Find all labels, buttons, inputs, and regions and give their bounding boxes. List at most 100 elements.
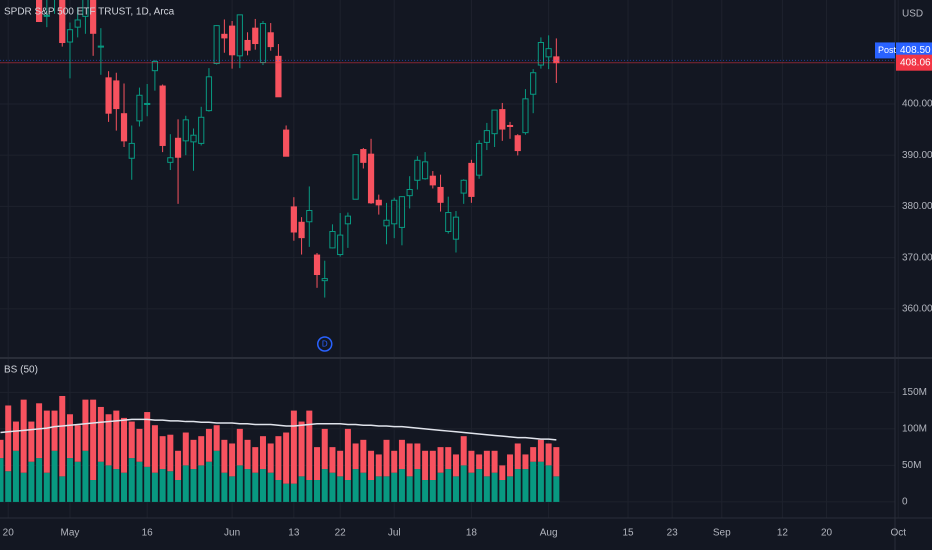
candle-body: [259, 23, 267, 63]
candle-body: [82, 0, 89, 17]
candle-body: [468, 162, 475, 197]
volume-bar: [337, 476, 344, 502]
x-tick-label: 20: [821, 528, 833, 539]
volume-bar: [290, 483, 297, 502]
volume-bar: [368, 480, 375, 502]
candle-body: [128, 142, 135, 159]
price-label: 408.50: [900, 45, 931, 56]
volume-bar: [452, 454, 459, 477]
volume-bar: [344, 428, 351, 481]
volume-bar: [74, 461, 81, 502]
volume-bar: [20, 472, 27, 502]
volume-bar: [530, 461, 537, 502]
volume-bar: [105, 414, 112, 466]
x-tick-label: 16: [142, 528, 154, 539]
x-tick-label: 12: [777, 528, 789, 539]
volume-bar: [553, 447, 560, 477]
candle-body: [344, 215, 351, 225]
volume-bar: [182, 465, 189, 502]
volume-bar: [414, 443, 421, 470]
price-label-box: [896, 54, 932, 71]
volume-bar: [499, 465, 506, 481]
volume-bar: [175, 480, 182, 502]
candle-body: [476, 142, 483, 176]
candle-body: [144, 102, 151, 105]
candle-body: [120, 113, 128, 142]
price-label: 408.06: [900, 57, 931, 68]
volume-bar: [429, 480, 436, 502]
volume-bar: [314, 480, 321, 502]
volume-bar: [128, 421, 135, 459]
volume-bar: [236, 465, 243, 502]
candle-body: [329, 230, 336, 249]
volume-bar: [43, 472, 50, 502]
volume-bar: [259, 436, 266, 470]
candle-body: [360, 149, 367, 163]
volume-bar: [167, 434, 174, 472]
volume-bar: [514, 443, 521, 470]
volume-bar: [383, 476, 390, 502]
candle-body: [97, 45, 104, 48]
x-tick-label: 15: [622, 528, 634, 539]
volume-bar: [198, 436, 205, 466]
volume-bar: [252, 447, 259, 473]
candle-body: [74, 19, 81, 28]
volume-bar: [66, 458, 73, 502]
candle-body: [367, 153, 375, 204]
volume-bar: [221, 472, 228, 502]
dividend-marker-text: D: [322, 340, 328, 349]
volume-bar: [105, 465, 112, 502]
volume-bar: [283, 483, 290, 502]
volume-bar: [545, 465, 552, 502]
candle-body: [398, 196, 406, 228]
volume-bar: [136, 428, 143, 462]
volume-bar: [352, 443, 359, 470]
volume-bar: [97, 406, 104, 462]
volume-bar: [414, 469, 421, 502]
volume-bar: [267, 472, 274, 502]
candle-body: [90, 0, 97, 34]
candle-body: [236, 14, 243, 57]
volume-bar: [445, 447, 452, 470]
volume-bar: [0, 458, 4, 502]
candle-body: [530, 72, 537, 95]
volume-bar: [229, 476, 236, 502]
candle-body: [174, 137, 182, 158]
candle-body: [313, 254, 321, 276]
volume-bar: [213, 425, 220, 451]
volume-bar: [537, 439, 544, 462]
volume-bar: [344, 480, 351, 502]
candle-body: [298, 221, 305, 239]
volume-bar: [476, 454, 483, 470]
volume-bar: [198, 465, 205, 502]
volume-bar: [275, 480, 282, 502]
volume-bar: [406, 443, 413, 477]
volume-bar: [0, 439, 4, 459]
volume-bar: [151, 472, 158, 502]
volume-bar: [205, 428, 212, 462]
volume-bar: [121, 472, 128, 502]
volume-bar: [460, 436, 467, 466]
candle-body: [506, 124, 514, 128]
volume-bar: [159, 436, 166, 470]
volume-bar: [514, 469, 521, 502]
volume-bar: [82, 450, 89, 502]
volume-bar: [43, 410, 50, 473]
candle-body: [483, 130, 490, 143]
volume-bar: [507, 476, 514, 502]
volume-bar: [437, 472, 444, 502]
volume-bar: [422, 480, 429, 502]
volume-bar: [82, 399, 89, 451]
x-tick-label: 23: [667, 528, 679, 539]
candle-body: [491, 109, 498, 135]
volume-bar: [483, 476, 490, 502]
candle-body: [182, 119, 189, 142]
volume-bar: [314, 447, 321, 481]
candle-body: [36, 0, 43, 23]
indicator-title: BS (50): [4, 365, 38, 376]
volume-bar: [321, 469, 328, 502]
volume-bar: [267, 443, 274, 473]
candle-body: [514, 135, 521, 152]
x-tick-label: Jun: [224, 528, 240, 539]
